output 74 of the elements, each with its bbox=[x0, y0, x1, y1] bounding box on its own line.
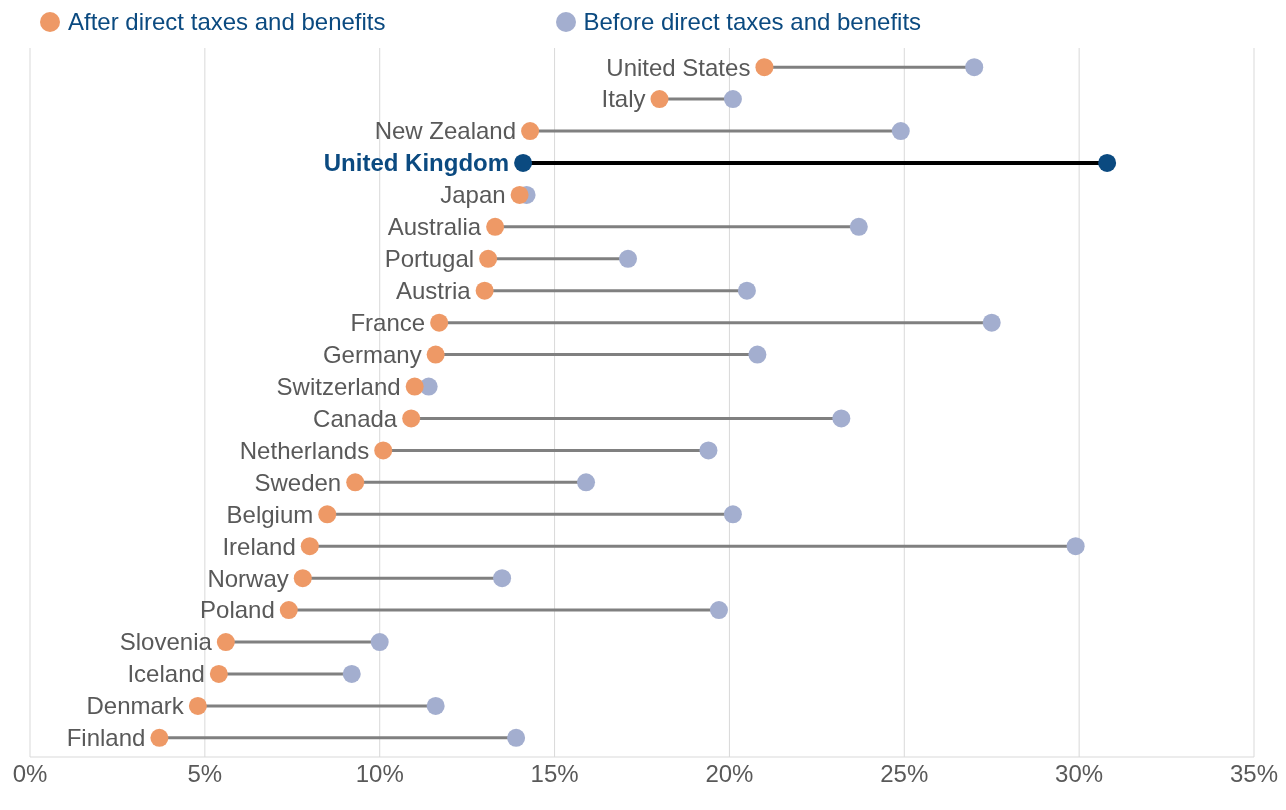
y-tick-label: Poland bbox=[200, 596, 275, 624]
point bbox=[426, 345, 445, 364]
point bbox=[510, 185, 529, 204]
x-tick-label: 5% bbox=[187, 760, 223, 788]
y-tick-label: Belgium bbox=[226, 500, 314, 528]
point bbox=[748, 345, 767, 364]
y-tick-label: Netherlands bbox=[239, 436, 370, 464]
y-tick-label: France bbox=[350, 309, 426, 337]
x-tick-label: 0% bbox=[12, 760, 48, 788]
point bbox=[699, 441, 718, 460]
y-tick-label: Norway bbox=[207, 564, 289, 592]
point bbox=[300, 537, 319, 556]
y-tick-label: Austria bbox=[395, 277, 472, 305]
point bbox=[577, 473, 596, 492]
y-tick-label: New Zealand bbox=[374, 117, 517, 145]
y-tick-label: Italy bbox=[601, 85, 646, 113]
point bbox=[737, 281, 756, 300]
point bbox=[402, 409, 421, 428]
y-tick-label: Australia bbox=[387, 213, 482, 241]
point bbox=[619, 249, 638, 268]
y-tick-label: Ireland bbox=[222, 532, 296, 560]
point bbox=[514, 153, 533, 172]
point bbox=[486, 217, 505, 236]
point bbox=[1066, 537, 1085, 556]
x-tick-label: 20% bbox=[705, 760, 754, 788]
point bbox=[293, 569, 312, 588]
point bbox=[507, 728, 526, 747]
point bbox=[650, 90, 669, 109]
y-tick-label: Slovenia bbox=[119, 628, 213, 656]
point bbox=[849, 217, 868, 236]
point bbox=[1098, 153, 1117, 172]
point bbox=[426, 696, 445, 715]
legend-label: After direct taxes and benefits bbox=[68, 8, 386, 36]
point bbox=[755, 58, 774, 77]
point bbox=[479, 249, 498, 268]
point bbox=[405, 377, 424, 396]
y-tick-label: Portugal bbox=[384, 245, 475, 273]
y-tick-label: United Kingdom bbox=[323, 149, 510, 177]
y-tick-label: Switzerland bbox=[276, 372, 401, 400]
point bbox=[150, 728, 169, 747]
y-tick-label: Finland bbox=[66, 724, 146, 752]
y-tick-label: Canada bbox=[313, 404, 398, 432]
y-tick-label: Denmark bbox=[86, 692, 185, 720]
point bbox=[982, 313, 1001, 332]
y-tick-label: Iceland bbox=[127, 660, 205, 688]
legend-label: Before direct taxes and benefits bbox=[583, 8, 922, 36]
y-tick-label: United States bbox=[606, 53, 751, 81]
x-tick-label: 25% bbox=[880, 760, 929, 788]
y-tick-label: Germany bbox=[322, 340, 422, 368]
point bbox=[493, 569, 512, 588]
point bbox=[346, 473, 365, 492]
point bbox=[279, 601, 298, 620]
point bbox=[318, 505, 337, 524]
y-tick-label: Japan bbox=[440, 181, 506, 209]
x-tick-label: 35% bbox=[1229, 760, 1279, 788]
point bbox=[723, 505, 742, 524]
point bbox=[521, 122, 540, 141]
point bbox=[965, 58, 984, 77]
point bbox=[374, 441, 393, 460]
point bbox=[370, 633, 389, 652]
point bbox=[430, 313, 449, 332]
point bbox=[188, 696, 207, 715]
point bbox=[475, 281, 494, 300]
point bbox=[832, 409, 851, 428]
point bbox=[891, 122, 910, 141]
point bbox=[342, 664, 361, 683]
point bbox=[216, 633, 235, 652]
point bbox=[723, 90, 742, 109]
x-tick-label: 10% bbox=[355, 760, 404, 788]
y-tick-label: Sweden bbox=[254, 468, 342, 496]
x-tick-label: 30% bbox=[1055, 760, 1104, 788]
point bbox=[209, 664, 228, 683]
point bbox=[709, 601, 728, 620]
x-tick-label: 15% bbox=[530, 760, 579, 788]
